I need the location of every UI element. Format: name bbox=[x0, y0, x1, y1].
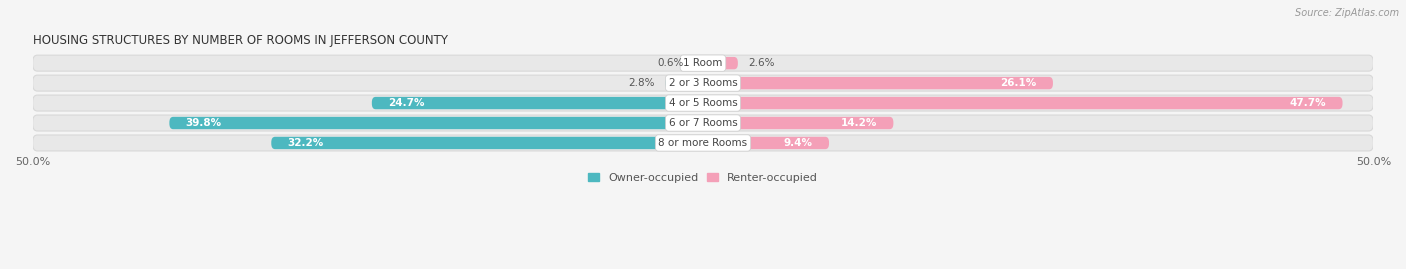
Text: 39.8%: 39.8% bbox=[186, 118, 222, 128]
Text: 6 or 7 Rooms: 6 or 7 Rooms bbox=[669, 118, 737, 128]
Text: 8 or more Rooms: 8 or more Rooms bbox=[658, 138, 748, 148]
Text: 2 or 3 Rooms: 2 or 3 Rooms bbox=[669, 78, 737, 88]
Legend: Owner-occupied, Renter-occupied: Owner-occupied, Renter-occupied bbox=[583, 168, 823, 187]
FancyBboxPatch shape bbox=[371, 97, 703, 109]
FancyBboxPatch shape bbox=[665, 77, 703, 89]
Text: 4 or 5 Rooms: 4 or 5 Rooms bbox=[669, 98, 737, 108]
Text: 9.4%: 9.4% bbox=[785, 138, 813, 148]
FancyBboxPatch shape bbox=[271, 137, 703, 149]
FancyBboxPatch shape bbox=[32, 135, 1374, 151]
FancyBboxPatch shape bbox=[32, 95, 1374, 111]
FancyBboxPatch shape bbox=[703, 97, 1343, 109]
FancyBboxPatch shape bbox=[703, 77, 1053, 89]
Text: 2.8%: 2.8% bbox=[628, 78, 655, 88]
FancyBboxPatch shape bbox=[703, 117, 893, 129]
FancyBboxPatch shape bbox=[32, 75, 1374, 91]
Text: HOUSING STRUCTURES BY NUMBER OF ROOMS IN JEFFERSON COUNTY: HOUSING STRUCTURES BY NUMBER OF ROOMS IN… bbox=[32, 34, 447, 47]
Text: 14.2%: 14.2% bbox=[841, 118, 877, 128]
Text: 32.2%: 32.2% bbox=[287, 138, 323, 148]
Text: 1 Room: 1 Room bbox=[683, 58, 723, 68]
FancyBboxPatch shape bbox=[32, 55, 1374, 71]
Text: 26.1%: 26.1% bbox=[1001, 78, 1036, 88]
FancyBboxPatch shape bbox=[32, 115, 1374, 131]
Text: 2.6%: 2.6% bbox=[748, 58, 775, 68]
Text: 0.6%: 0.6% bbox=[658, 58, 685, 68]
FancyBboxPatch shape bbox=[703, 57, 738, 69]
FancyBboxPatch shape bbox=[169, 117, 703, 129]
Text: 24.7%: 24.7% bbox=[388, 98, 425, 108]
Text: Source: ZipAtlas.com: Source: ZipAtlas.com bbox=[1295, 8, 1399, 18]
Text: 47.7%: 47.7% bbox=[1289, 98, 1326, 108]
FancyBboxPatch shape bbox=[703, 137, 830, 149]
FancyBboxPatch shape bbox=[695, 57, 703, 69]
